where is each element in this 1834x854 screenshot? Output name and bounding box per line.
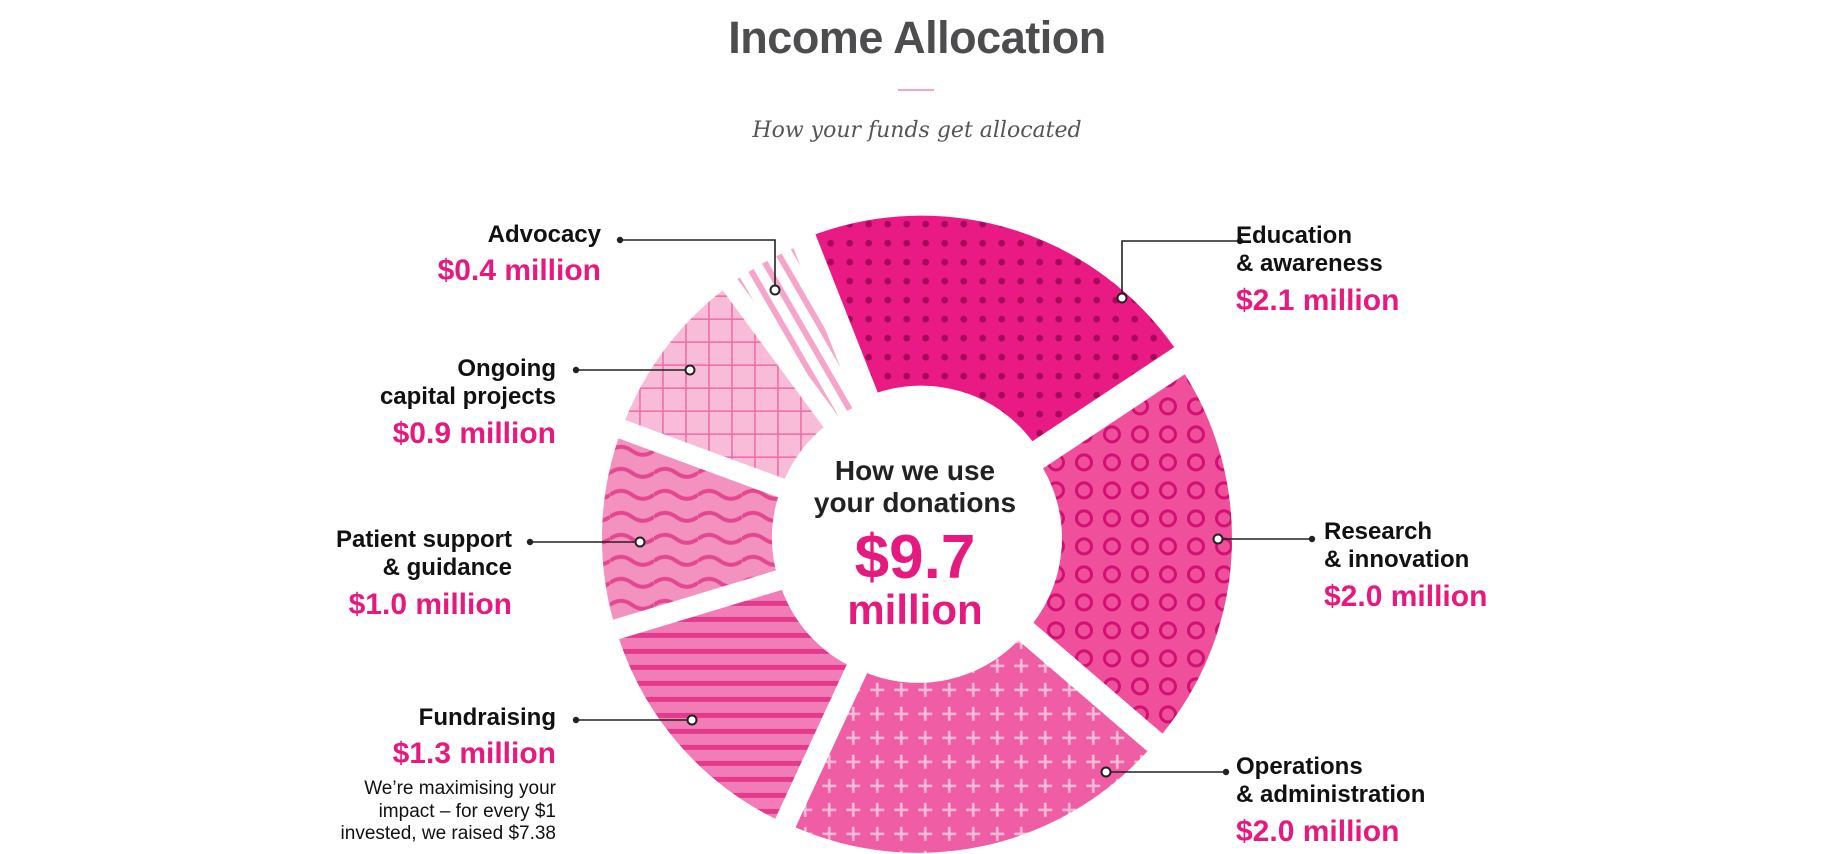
leader-fundraising-dot bbox=[572, 716, 580, 724]
leader-education bbox=[1121, 240, 1240, 298]
label-education: Education & awareness $2.1 million bbox=[1236, 222, 1399, 318]
leader-fundraising-dot bbox=[686, 714, 698, 726]
leader-research-dot bbox=[1308, 535, 1316, 543]
slice-fundraising bbox=[616, 587, 850, 822]
leader-patient-dot bbox=[526, 538, 534, 546]
center-total-unit: million bbox=[847, 586, 983, 634]
title-divider bbox=[898, 89, 934, 91]
label-fundraising-value: $1.3 million bbox=[392, 737, 556, 771]
center-title-line1: How we use bbox=[834, 455, 996, 486]
label-fundraising-name: Fundraising bbox=[418, 704, 556, 731]
leader-operations-dot bbox=[1222, 768, 1230, 776]
label-patient-name-1: Patient support bbox=[335, 526, 512, 553]
leader-patient-dot bbox=[634, 536, 646, 548]
center-total: $9.7 bbox=[854, 523, 976, 593]
label-research-value: $2.0 million bbox=[1324, 579, 1488, 613]
label-research-name-2: & innovation bbox=[1324, 546, 1470, 574]
label-patient-name-2: & guidance bbox=[382, 554, 512, 582]
label-research: Research & innovation $2.0 million bbox=[1324, 518, 1487, 614]
label-fundraising: Fundraising $1.3 million We’re maximisin… bbox=[341, 704, 556, 846]
slice-patient-support bbox=[600, 435, 781, 623]
leader-research-dot bbox=[1212, 533, 1224, 545]
label-advocacy: Advocacy $0.4 million bbox=[438, 221, 601, 289]
label-research-name-1: Research bbox=[1324, 518, 1433, 545]
label-operations-name-1: Operations bbox=[1236, 753, 1363, 780]
slice-operations bbox=[792, 637, 1151, 854]
leader-education-dot bbox=[1236, 237, 1244, 245]
label-patient-support: Patient support & guidance $1.0 million bbox=[336, 526, 512, 622]
page-title: Income Allocation bbox=[728, 12, 1106, 63]
label-education-value: $2.1 million bbox=[1236, 283, 1400, 317]
label-capital-projects: Ongoing capital projects $0.9 million bbox=[380, 355, 556, 451]
label-capital-name-2: capital projects bbox=[379, 383, 556, 411]
leader-advocacy bbox=[620, 239, 776, 290]
slice-education bbox=[812, 213, 1177, 444]
label-operations-value: $2.0 million bbox=[1236, 814, 1400, 848]
label-capital-value: $0.9 million bbox=[392, 416, 556, 450]
label-education-name-2: & awareness bbox=[1236, 250, 1383, 278]
fundraising-note-line2: impact – for every $1 bbox=[378, 800, 556, 822]
pie-slices bbox=[600, 213, 1234, 854]
leader-education-dot bbox=[1116, 292, 1128, 304]
leader-capital-dot bbox=[572, 366, 580, 374]
slice-advocacy bbox=[734, 245, 859, 419]
fundraising-note-line3: invested, we raised $7.38 bbox=[340, 823, 556, 845]
page-subtitle: How your funds get allocated bbox=[752, 118, 1082, 143]
label-advocacy-value: $0.4 million bbox=[437, 254, 601, 288]
label-operations: Operations & administration $2.0 million bbox=[1236, 753, 1425, 849]
label-advocacy-name: Advocacy bbox=[487, 221, 601, 248]
slice-research bbox=[1030, 371, 1234, 737]
label-capital-name-1: Ongoing bbox=[457, 355, 556, 382]
leader-advocacy-dot bbox=[769, 284, 781, 296]
leader-operations-dot bbox=[1100, 766, 1112, 778]
label-patient-value: $1.0 million bbox=[348, 587, 512, 621]
label-operations-name-2: & administration bbox=[1236, 781, 1426, 809]
label-fundraising-note: We’re maximising your impact – for every… bbox=[341, 778, 556, 846]
slice-ongoing bbox=[622, 287, 827, 482]
center-summary: How we use your donations $9.7 million bbox=[780, 455, 1050, 631]
leader-lines bbox=[526, 236, 1316, 778]
leader-capital-dot bbox=[684, 364, 696, 376]
fundraising-note-line1: We’re maximising your bbox=[364, 777, 556, 799]
center-title-line2: your donations bbox=[813, 487, 1017, 519]
leader-advocacy-dot bbox=[616, 236, 624, 244]
label-education-name-1: Education bbox=[1236, 222, 1353, 249]
